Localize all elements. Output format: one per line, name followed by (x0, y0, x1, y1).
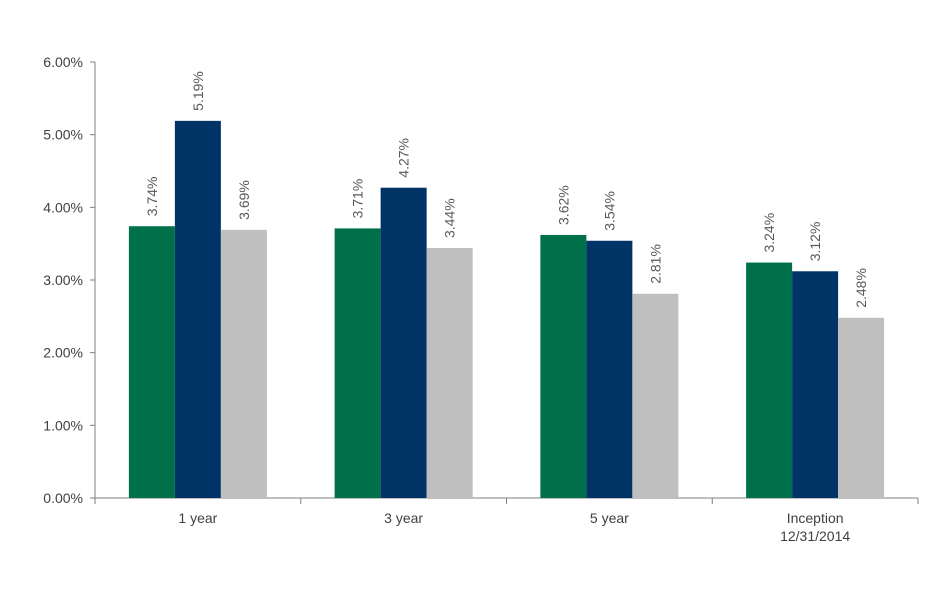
y-tick-label: 3.00% (43, 272, 83, 288)
bar (632, 293, 679, 498)
bars (128, 120, 885, 499)
data-label: 3.44% (442, 198, 458, 238)
data-label: 2.48% (853, 268, 869, 308)
data-label: 5.19% (190, 71, 206, 111)
x-tick-label: 5 year (590, 510, 629, 526)
bar (540, 234, 587, 499)
data-labels: 3.74% 5.19% 3.69% 3.71% 4.27% 3.44% 3.62% 3.54%… (144, 71, 869, 308)
data-label: 3.54% (601, 191, 617, 231)
data-label: 3.62% (555, 185, 571, 225)
bar (426, 248, 473, 498)
bar (174, 120, 221, 499)
y-axis: 0.00% 1.00% 2.00% 3.00% 4.00% 5.00% 6.00% (43, 54, 96, 506)
data-label: 3.24% (761, 213, 777, 253)
bar (746, 262, 793, 498)
y-tick-label: 2.00% (43, 345, 83, 361)
y-tick-label: 0.00% (43, 490, 83, 506)
x-tick-label: Inception (787, 510, 844, 526)
x-tick-label: 3 year (384, 510, 423, 526)
data-label: 3.71% (350, 179, 366, 219)
y-tick-label: 6.00% (43, 54, 83, 70)
bar (334, 228, 381, 498)
data-label: 3.12% (807, 222, 823, 262)
x-tick-label: 1 year (178, 510, 217, 526)
bar (220, 229, 267, 499)
data-label: 3.69% (236, 180, 252, 220)
bar (380, 187, 427, 499)
x-axis: 1 year 3 year 5 year Inception 12/31/2014 (94, 497, 919, 544)
data-label: 4.27% (396, 138, 412, 178)
bar (128, 226, 175, 498)
bar (586, 240, 633, 498)
bar (838, 317, 885, 498)
y-tick-label: 5.00% (43, 127, 83, 143)
data-label: 3.74% (144, 177, 160, 217)
y-tick-label: 4.00% (43, 199, 83, 215)
y-tick-label: 1.00% (43, 417, 83, 433)
bar (792, 271, 839, 498)
data-label: 2.81% (647, 244, 663, 284)
x-tick-label: 12/31/2014 (780, 528, 850, 544)
